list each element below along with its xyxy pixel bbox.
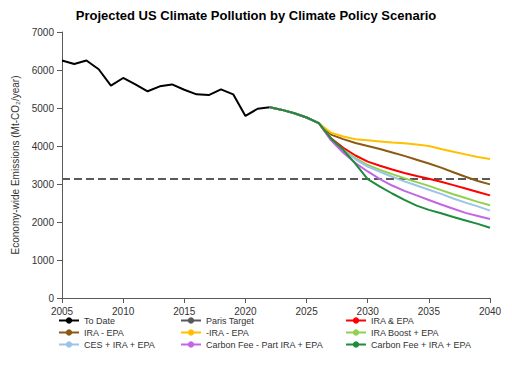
svg-text:3000: 3000 (32, 179, 55, 190)
svg-text:Economy-wide Emissions (Mt-CO₂: Economy-wide Emissions (Mt-CO₂/year) (10, 76, 21, 255)
svg-text:IRA & EPA: IRA & EPA (371, 316, 414, 326)
svg-text:2015: 2015 (173, 306, 196, 317)
svg-text:Projected US Climate Pollution: Projected US Climate Pollution by Climat… (76, 8, 437, 23)
svg-text:2020: 2020 (234, 305, 257, 317)
svg-text:Carbon Fee - Part IRA + EPA: Carbon Fee - Part IRA + EPA (206, 340, 323, 350)
svg-text:CES + IRA + EPA: CES + IRA + EPA (84, 340, 155, 350)
svg-text:6000: 6000 (32, 65, 55, 76)
svg-text:5000: 5000 (32, 103, 55, 114)
svg-text:2040: 2040 (479, 306, 502, 317)
svg-text:2030: 2030 (356, 305, 379, 317)
svg-text:Paris Target: Paris Target (206, 316, 254, 326)
svg-text:4000: 4000 (32, 141, 55, 152)
svg-text:2025: 2025 (295, 306, 318, 317)
svg-text:-IRA - EPA: -IRA - EPA (206, 328, 249, 338)
svg-text:IRA Boost + EPA: IRA Boost + EPA (371, 328, 439, 338)
svg-text:7000: 7000 (32, 27, 55, 38)
svg-text:2005: 2005 (51, 306, 74, 317)
svg-text:2035: 2035 (418, 306, 441, 317)
svg-text:1000: 1000 (32, 255, 55, 266)
svg-text:Carbon Fee + IRA + EPA: Carbon Fee + IRA + EPA (371, 340, 471, 350)
svg-text:2000: 2000 (32, 217, 55, 228)
svg-text:2010: 2010 (112, 306, 135, 317)
svg-text:IRA - EPA: IRA - EPA (84, 328, 124, 338)
svg-text:To Date: To Date (84, 316, 115, 326)
svg-text:0: 0 (48, 293, 54, 304)
